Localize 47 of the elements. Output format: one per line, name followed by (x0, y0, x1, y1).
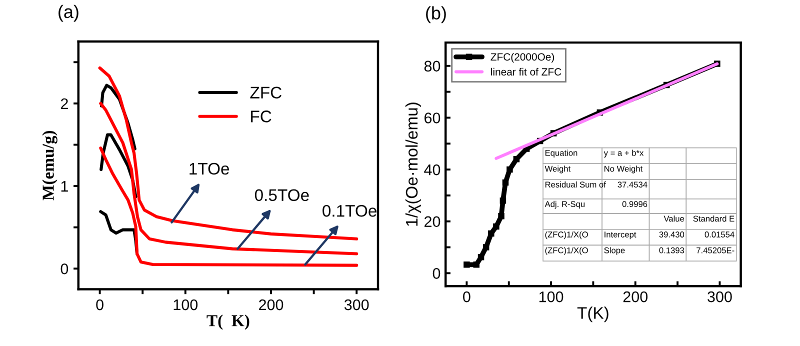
legend-label: ZFC (250, 86, 282, 98)
annotation: 7.45205E- (696, 247, 734, 254)
y-tick-label: 40 (424, 164, 440, 176)
annotation: 0.1393 (659, 247, 684, 254)
x-tick-label: 300 (708, 291, 732, 302)
x-tick-label: 200 (259, 299, 284, 310)
annotation: No Weight (604, 166, 643, 174)
annotation: Residual Sum of (545, 181, 606, 188)
x-tick-label: 100 (174, 299, 198, 310)
chart-title: (b) (426, 6, 446, 24)
y-axis-title: 1/χ(Oe·mol/emu) (405, 102, 421, 226)
annotation: Slope (604, 247, 625, 255)
y-tick-label: 1 (61, 181, 68, 192)
legend-label: linear fit of ZFC (491, 68, 562, 76)
annotation: 0.5TOe (254, 189, 309, 202)
annotation: 1TOe (190, 162, 230, 175)
annotation: Intercept (604, 232, 636, 240)
x-axis-title: T(K) (577, 306, 608, 322)
x-tick-label: 300 (344, 299, 369, 310)
x-axis-title: T( K) (206, 314, 250, 330)
annotation: 0.1TOe (322, 204, 376, 217)
chart-title: (a) (58, 4, 78, 22)
annotation: Value (664, 216, 684, 222)
y-tick-label: 60 (424, 112, 440, 124)
y-tick-label: 2 (60, 98, 68, 109)
annotation: y = a + b*x (604, 150, 644, 158)
annotation: Adj. R-Squ (544, 200, 585, 209)
annotation: Weight (544, 166, 571, 174)
y-tick-label: 0 (432, 268, 440, 279)
y-axis-title: M(emu/g) (42, 130, 58, 200)
y-tick-label: 0 (60, 263, 68, 274)
x-tick-label: 0 (463, 291, 470, 302)
x-tick-label: 200 (623, 291, 648, 302)
legend-label: ZFC(2000Oe) (490, 52, 554, 63)
annotation: 37.4534 (618, 182, 648, 188)
annotation: Standard E (693, 216, 734, 222)
x-tick-label: 0 (96, 299, 104, 310)
x-tick-label: 100 (539, 291, 564, 302)
legend-label: FC (251, 110, 272, 122)
annotation: 39.430 (659, 232, 684, 238)
annotation: (ZFC)1/X(O (545, 231, 588, 240)
annotation: (ZFC)1/X(O (545, 247, 588, 255)
y-tick-label: 20 (424, 216, 440, 228)
annotation: 0.9996 (622, 201, 648, 208)
annotation: 0.01554 (704, 232, 734, 238)
y-tick-label: 80 (424, 60, 440, 72)
annotation: Equation (545, 150, 578, 158)
